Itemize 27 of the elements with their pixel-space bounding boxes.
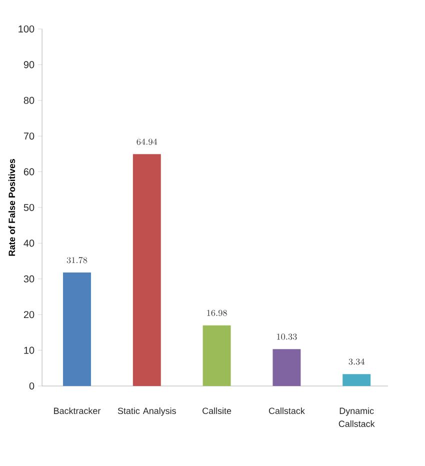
x-tick-label: Dynamic Callstack (338, 407, 375, 428)
data-label: 3.34 (348, 358, 365, 365)
y-axis-title: Rate of False Positives (8, 159, 16, 256)
data-label: 64.94 (136, 138, 158, 145)
y-tick-label: 100 (18, 25, 34, 33)
x-tick-label: Callsite (202, 407, 232, 414)
y-tick-label: 20 (24, 311, 34, 318)
data-label: 10.33 (277, 334, 297, 340)
y-tick-label: 90 (24, 61, 34, 68)
bar (132, 154, 161, 386)
bar (63, 272, 91, 386)
bar (342, 374, 371, 386)
data-label: 31 .78 (66, 256, 88, 264)
y-tick-label: 70 (24, 132, 34, 140)
y-tick-label: 10 (24, 346, 34, 354)
x-tick-label: Static Analysis (118, 407, 176, 416)
y-tick-label: 40 (24, 240, 34, 247)
y-tick-label: 0 (29, 382, 34, 390)
y-tick-label: 30 (24, 275, 34, 282)
data-label: 16.98 (207, 310, 227, 316)
bar (202, 325, 231, 386)
bar (272, 349, 301, 386)
x-tick-label: Callstack (268, 407, 305, 414)
y-tick-label: 60 (24, 168, 34, 176)
x-tick-label: Backtracker (54, 407, 101, 414)
y-tick-label: 50 (24, 204, 34, 212)
y-tick-label: 80 (24, 96, 34, 104)
